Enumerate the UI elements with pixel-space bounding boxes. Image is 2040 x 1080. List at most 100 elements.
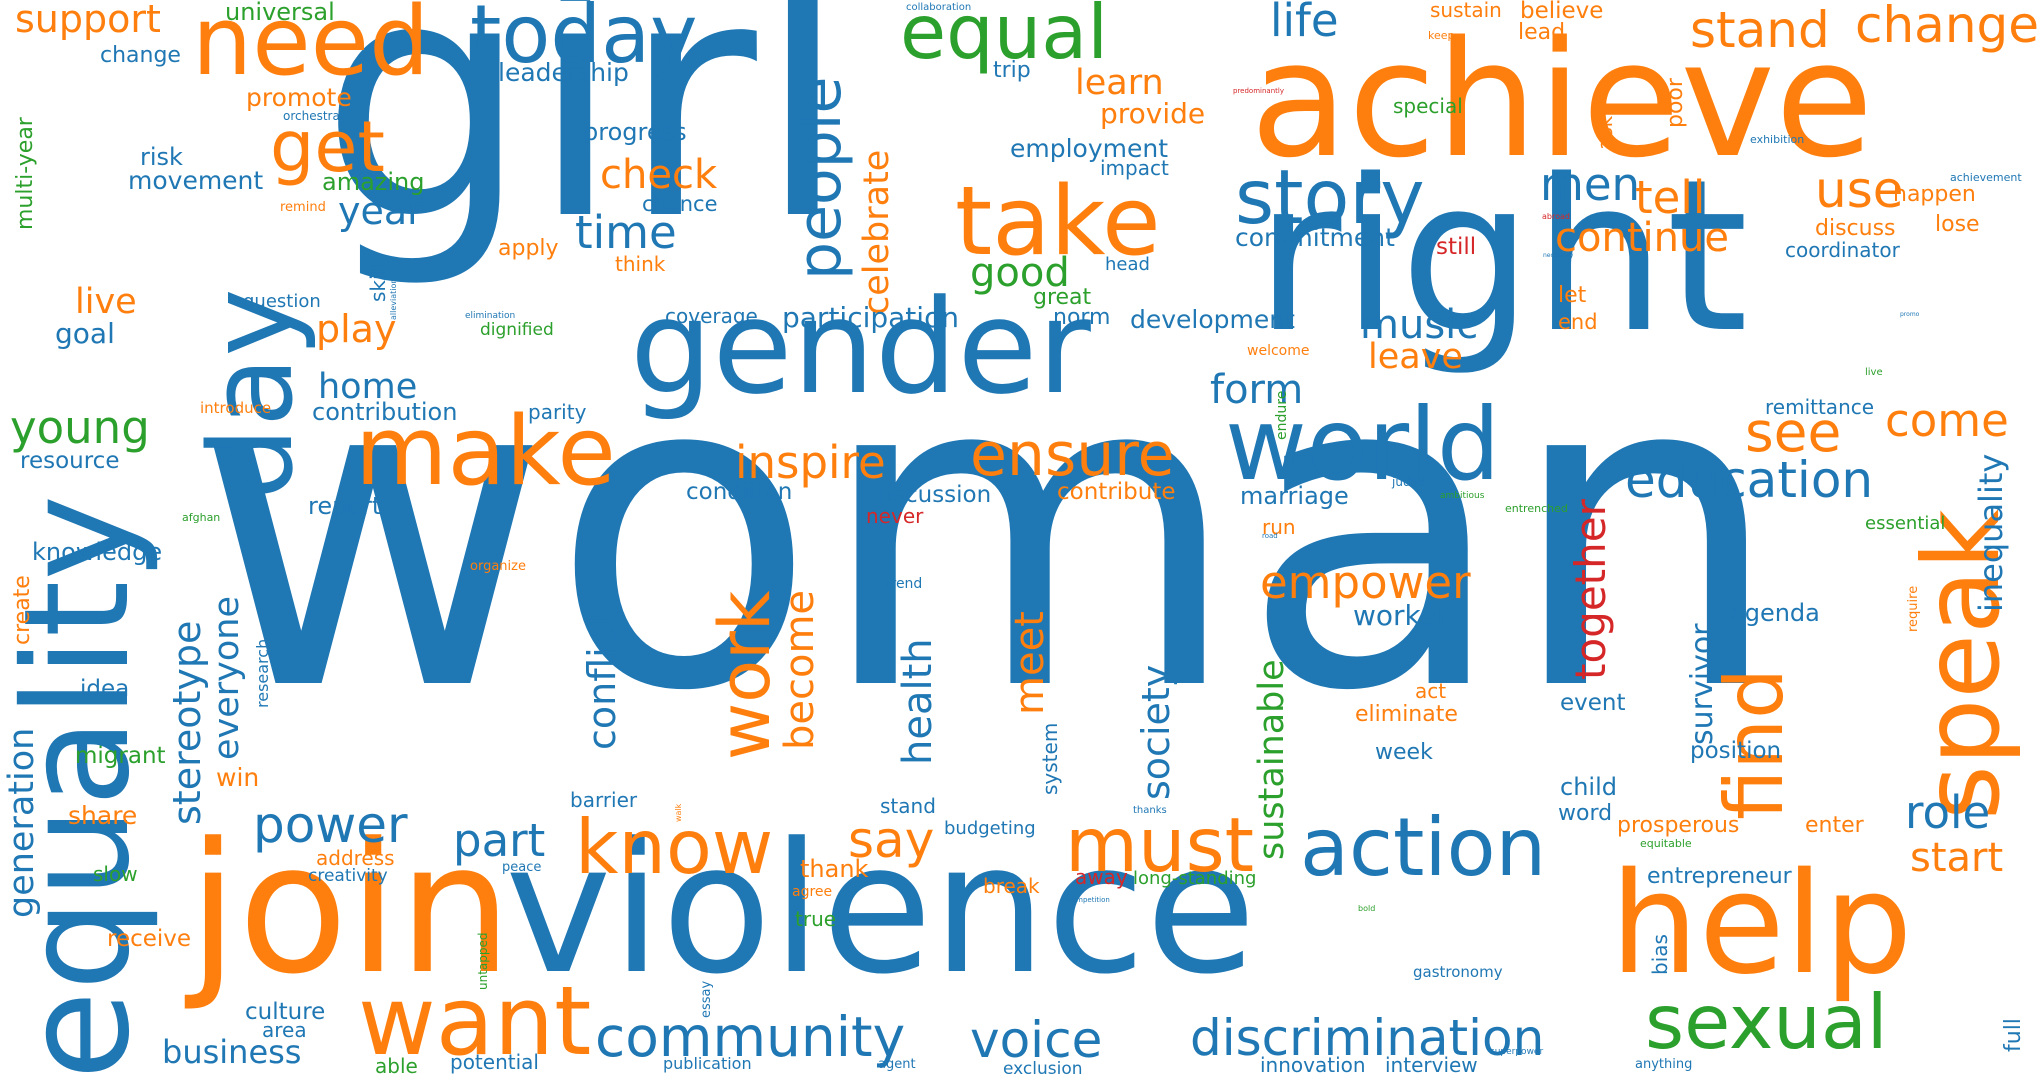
word-away: away xyxy=(1075,865,1128,889)
word-play: play xyxy=(316,307,397,351)
word-sexual: sexual xyxy=(1645,978,1888,1066)
word-society: society xyxy=(1134,664,1178,800)
word-world: world xyxy=(1225,386,1501,503)
word-discussion: discussion xyxy=(872,482,992,508)
word-must: must xyxy=(1065,801,1255,889)
word-peace: peace xyxy=(502,860,542,875)
word-day: day xyxy=(185,288,319,500)
word-coverage: coverage xyxy=(665,304,758,328)
word-live-small: live xyxy=(1865,367,1883,378)
word-year: year xyxy=(338,189,423,233)
word-stand-small: stand xyxy=(880,794,936,818)
word-gastronomy: gastronomy xyxy=(1413,963,1503,981)
word-receive: receive xyxy=(107,926,192,952)
word-men: men xyxy=(1540,158,1641,211)
word-apply: apply xyxy=(498,236,559,261)
word-position: position xyxy=(1690,738,1782,764)
word-need: need xyxy=(192,0,430,97)
word-sustain: sustain xyxy=(1430,0,1502,22)
word-multi-year: multi-year xyxy=(13,117,38,230)
word-lead: lead xyxy=(1518,20,1566,45)
word-tell: tell xyxy=(1635,171,1706,224)
word-stereotype: stereotype xyxy=(165,620,209,825)
word-health: health xyxy=(895,638,941,765)
word-ensure: ensure xyxy=(970,420,1175,490)
word-celebrate: celebrate xyxy=(857,149,897,315)
word-win: win xyxy=(216,763,260,792)
word-say: say xyxy=(848,811,935,869)
word-potential: potential xyxy=(450,1050,539,1074)
word-long-standing: long-standing xyxy=(1133,868,1257,889)
word-remittance: remittance xyxy=(1765,395,1875,419)
word-require: require xyxy=(1906,585,1921,632)
word-promote: promote xyxy=(246,83,352,112)
word-address: address xyxy=(316,846,395,870)
word-people: people xyxy=(785,76,855,280)
word-together: together xyxy=(1566,499,1615,680)
word-movement: movement xyxy=(128,166,264,195)
word-migrant: migrant xyxy=(75,743,166,769)
word-research: research xyxy=(253,638,272,708)
word-interview: interview xyxy=(1385,1053,1478,1077)
word-culture: culture xyxy=(245,999,326,1025)
word-impact: impact xyxy=(1100,156,1169,180)
word-exhibition: exhibition xyxy=(1750,133,1805,146)
word-road: road xyxy=(1262,532,1278,540)
word-week: week xyxy=(1375,740,1433,765)
word-violence: violence xyxy=(505,805,1257,1014)
word-judge: judge xyxy=(1392,475,1426,489)
word-story: story xyxy=(1235,153,1425,241)
word-thanks: thanks xyxy=(1133,805,1167,816)
word-support: support xyxy=(15,0,161,41)
word-abroad: abroad xyxy=(1542,212,1570,221)
word-home: home xyxy=(318,367,418,407)
word-inspire: inspire xyxy=(735,436,886,489)
word-get: get xyxy=(270,106,385,188)
word-equitable: equitable xyxy=(1640,837,1692,850)
word-prosperous: prosperous xyxy=(1617,813,1740,838)
word-meet: meet xyxy=(1007,611,1053,715)
word-commitment: commitment xyxy=(1235,223,1395,252)
word-trip: trip xyxy=(993,58,1031,83)
word-empower: empower xyxy=(1260,556,1471,609)
word-contribute: contribute xyxy=(1057,479,1176,505)
word-entrenched: entrenched xyxy=(1505,502,1568,515)
word-special: special xyxy=(1393,94,1463,118)
word-development: development xyxy=(1130,305,1295,334)
word-agent: agent xyxy=(878,1057,916,1072)
word-contribution: contribution xyxy=(312,398,458,426)
word-worker: worker xyxy=(1353,599,1449,632)
word-idea: idea xyxy=(80,676,130,702)
word-business: business xyxy=(162,1033,302,1071)
word-marriage: marriage xyxy=(1240,482,1349,510)
word-achievement: achievement xyxy=(1950,171,2022,184)
word-agree: agree xyxy=(792,884,833,900)
word-see: see xyxy=(1745,400,1842,464)
word-learn: learn xyxy=(1075,63,1164,103)
word-today: today xyxy=(470,0,698,81)
word-trend: trend xyxy=(885,576,923,592)
word-report: report xyxy=(308,492,382,520)
word-barrier: barrier xyxy=(570,788,638,812)
word-predominantly: predominantly xyxy=(1233,87,1284,95)
word-competition: competition xyxy=(1068,896,1110,904)
word-alleviation: alleviation xyxy=(389,278,398,320)
word-survivor: survivor xyxy=(1685,623,1720,745)
word-live: live xyxy=(75,282,137,322)
word-parity: parity xyxy=(528,400,587,424)
word-afghan: afghan xyxy=(182,511,221,524)
word-bias: bias xyxy=(1648,934,1672,975)
word-enter: enter xyxy=(1805,813,1864,838)
word-head: head xyxy=(1105,254,1150,275)
word-continue: continue xyxy=(1555,215,1729,261)
word-use: use xyxy=(1815,161,1904,219)
word-elimination: elimination xyxy=(465,311,516,321)
word-become: become xyxy=(777,589,823,750)
word-slow: slow xyxy=(93,862,138,886)
word-progress: progress xyxy=(583,118,687,146)
word-child: child xyxy=(1560,773,1617,801)
word-still: still xyxy=(1436,234,1477,260)
word-word: word xyxy=(1558,801,1613,826)
word-time: time xyxy=(575,206,677,259)
